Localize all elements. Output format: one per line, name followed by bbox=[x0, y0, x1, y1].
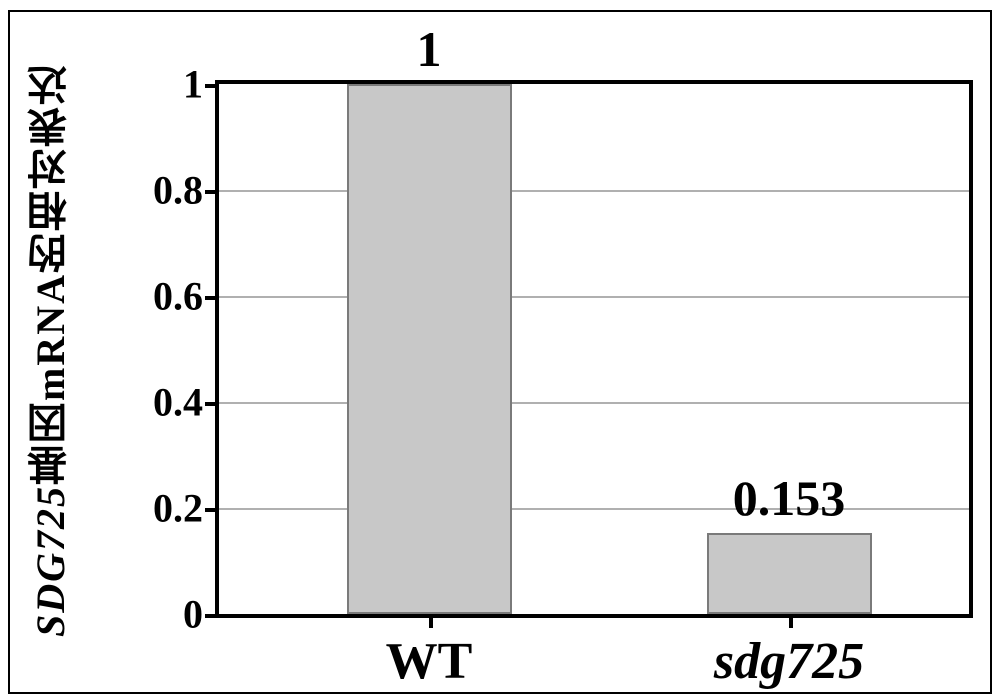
y-tick-label: 0.8 bbox=[153, 167, 219, 214]
bar-value-label: 0.153 bbox=[733, 469, 846, 527]
gridline bbox=[219, 508, 969, 510]
y-tick-label: 0.4 bbox=[153, 379, 219, 426]
bar-value-label: 1 bbox=[417, 20, 442, 78]
bar bbox=[707, 533, 872, 614]
gridline bbox=[219, 190, 969, 192]
gridline bbox=[219, 296, 969, 298]
figure: SDG725基因mRNA的相对表达 00.20.40.60.811WT0.153… bbox=[0, 0, 1000, 700]
x-tick-label: WT bbox=[386, 614, 473, 691]
y-axis-title-rest: 基因mRNA的相对表达 bbox=[28, 63, 73, 485]
plot-area: 00.20.40.60.811WT0.153sdg725 bbox=[215, 80, 973, 618]
bar bbox=[347, 84, 512, 614]
gridline bbox=[219, 402, 969, 404]
y-axis-title-gene: SDG725 bbox=[28, 485, 73, 637]
y-tick-label: 0.6 bbox=[153, 273, 219, 320]
x-tick-label: sdg725 bbox=[714, 614, 864, 691]
y-axis-title: SDG725基因mRNA的相对表达 bbox=[22, 63, 80, 637]
y-tick-label: 0.2 bbox=[153, 485, 219, 532]
y-tick-label: 1 bbox=[183, 61, 219, 108]
y-tick-label: 0 bbox=[183, 591, 219, 638]
